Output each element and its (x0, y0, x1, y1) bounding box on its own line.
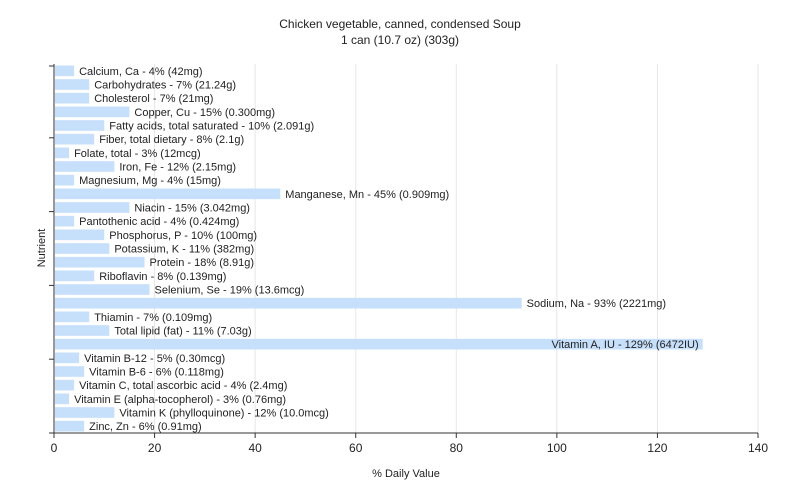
chart-subtitle: 1 can (10.7 oz) (303g) (341, 33, 459, 47)
bar-label: Total lipid (fat) - 11% (7.03g) (114, 326, 251, 338)
bar-label: Folate, total - 3% (12mcg) (74, 148, 201, 160)
bar-label: Protein - 18% (8.91g) (150, 257, 255, 269)
bar-label: Selenium, Se - 19% (13.6mcg) (155, 285, 305, 297)
bar (55, 215, 75, 227)
bar-label: Niacin - 15% (3.042mg) (134, 203, 250, 215)
bar-label: Vitamin E (alpha-tocopherol) - 3% (0.76m… (74, 394, 286, 406)
bar (55, 133, 95, 145)
bar-label: Cholesterol - 7% (21mg) (94, 93, 213, 105)
bar (55, 352, 80, 364)
bar (55, 284, 150, 295)
axes: 0 20 40 60 80 100 120 140 (49, 64, 768, 455)
bar-label: Pantothenic acid - 4% (0.424mg) (79, 216, 239, 228)
bar (55, 147, 70, 159)
bar-label: Vitamin B-6 - 6% (0.118mg) (89, 367, 224, 379)
bar-label: Magnesium, Mg - 4% (15mg) (79, 175, 221, 187)
bar-label: Carbohydrates - 7% (21.24g) (94, 80, 236, 92)
bar (55, 420, 85, 432)
bar (55, 174, 75, 186)
bar (55, 229, 105, 241)
bar-label: Copper, Cu - 15% (0.300mg) (134, 107, 275, 119)
x-tick-label: 40 (248, 441, 262, 455)
chart-title: Chicken vegetable, canned, condensed Sou… (279, 17, 521, 31)
bar (55, 393, 70, 405)
bar-label: Vitamin C, total ascorbic acid - 4% (2.4… (79, 380, 287, 392)
bar (55, 188, 281, 200)
gridlines (154, 64, 759, 433)
bar-label: Riboflavin - 8% (0.139mg) (99, 271, 226, 283)
bar-label: Phosphorus, P - 10% (100mg) (109, 230, 257, 242)
bar-label: Thiamin - 7% (0.109mg) (94, 312, 212, 324)
x-tick-label: 100 (547, 441, 567, 455)
bar-label: Calcium, Ca - 4% (42mg) (79, 66, 202, 78)
bar-label: Zinc, Zn - 6% (0.91mg) (89, 421, 201, 433)
x-tick-label: 140 (748, 441, 768, 455)
bar (55, 243, 110, 254)
bar (55, 270, 95, 282)
bar (55, 92, 90, 104)
bar-label: Fiber, total dietary - 8% (2.1g) (99, 134, 244, 146)
bar (55, 202, 130, 213)
bar (55, 297, 522, 309)
bar (55, 311, 90, 323)
bar-labels: Calcium, Ca - 4% (42mg) Carbohydrates - 7… (74, 66, 699, 433)
bar-label: Potassium, K - 11% (382mg) (114, 244, 254, 256)
y-axis-label: Nutrient (36, 229, 48, 268)
bar (55, 325, 110, 336)
bar (55, 120, 105, 131)
bar (55, 338, 703, 350)
bar (55, 79, 90, 90)
x-tick-label: 20 (148, 441, 162, 455)
bar (55, 366, 85, 377)
bar-label: Vitamin B-12 - 5% (0.30mcg) (84, 353, 225, 365)
bar-label: Fatty acids, total saturated - 10% (2.09… (109, 121, 314, 133)
bar-label: Sodium, Na - 93% (2221mg) (527, 298, 666, 310)
x-tick-label: 120 (647, 441, 667, 455)
bars (55, 65, 703, 432)
bar (55, 65, 75, 77)
bar (55, 379, 75, 391)
bar-label: Vitamin A, IU - 129% (6472IU) (552, 339, 699, 351)
bar (55, 256, 145, 268)
x-tick-label: 60 (349, 441, 363, 455)
x-tick-label: 0 (51, 441, 58, 455)
bar-label: Manganese, Mn - 45% (0.909mg) (285, 189, 449, 201)
bar (55, 161, 115, 172)
bar (55, 407, 115, 418)
bar-label: Vitamin K (phylloquinone) - 12% (10.0mcg… (119, 408, 329, 420)
x-tick-label: 80 (450, 441, 464, 455)
bar (55, 106, 130, 118)
x-axis-label: % Daily Value (372, 468, 440, 480)
bar-label: Iron, Fe - 12% (2.15mg) (119, 162, 236, 174)
